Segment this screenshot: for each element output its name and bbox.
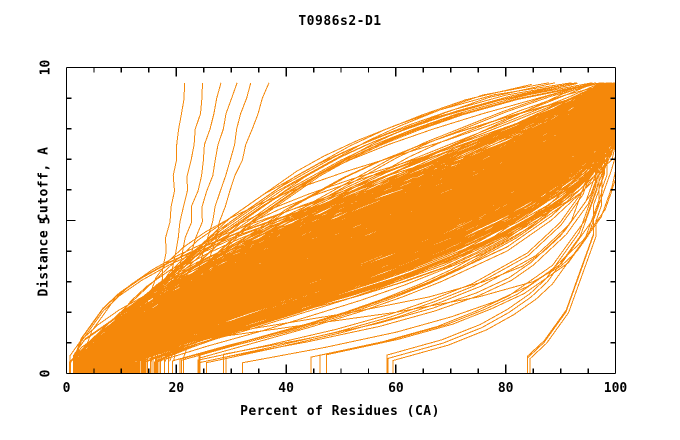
curve-model-154 xyxy=(80,86,609,374)
curve-fast-riser-3 xyxy=(160,82,222,362)
curve-model-160 xyxy=(88,82,606,374)
x-axis-label: Percent of Residues (CA) xyxy=(240,404,440,419)
curve-model-128 xyxy=(74,82,602,374)
curve-outlier-low-2 xyxy=(93,82,616,359)
y-tick-label-0: 0 xyxy=(38,369,53,377)
curve-model-162 xyxy=(107,84,609,374)
curve-model-162 xyxy=(124,82,616,374)
curve-model-161 xyxy=(74,82,597,374)
curve-model-170 xyxy=(310,82,614,374)
curve-model-152 xyxy=(90,84,603,374)
curve-fast-riser-1 xyxy=(151,82,185,362)
y-tick-label-10: 10 xyxy=(38,59,53,75)
y-tick-label-5: 5 xyxy=(38,216,53,224)
x-tick-label-100: 100 xyxy=(603,380,628,396)
x-tick-label-0: 0 xyxy=(62,380,71,396)
curve-model-167 xyxy=(387,83,609,374)
curve-model-167 xyxy=(392,85,614,374)
curve-model-154 xyxy=(106,86,616,374)
x-tick-label-60: 60 xyxy=(388,380,404,396)
curve-model-164 xyxy=(114,86,605,374)
page-title: T0986s2-D1 xyxy=(298,14,382,29)
curve-model-169 xyxy=(85,84,603,374)
curve-model-168 xyxy=(84,84,608,374)
curve-model-169 xyxy=(115,83,616,374)
curve-model-166 xyxy=(527,82,611,374)
curve-fast-riser-5 xyxy=(169,82,252,362)
axes-layer xyxy=(65,66,617,375)
curve-model-137 xyxy=(109,83,605,374)
curve-model-168 xyxy=(94,85,616,374)
x-tick-label-40: 40 xyxy=(278,380,294,396)
curve-model-146 xyxy=(152,86,610,374)
curve-fast-riser-4 xyxy=(164,82,238,362)
curve-model-168 xyxy=(95,87,616,374)
x-tick-label-80: 80 xyxy=(497,380,514,396)
curve-model-155 xyxy=(75,82,598,374)
x-tick-label-20: 20 xyxy=(168,380,185,396)
curve-fast-riser-2 xyxy=(156,82,203,362)
curve-series-layer xyxy=(68,82,616,374)
curve-fast-riser-6 xyxy=(173,82,270,362)
curve-model-154 xyxy=(97,87,616,374)
curve-model-163 xyxy=(72,82,601,374)
